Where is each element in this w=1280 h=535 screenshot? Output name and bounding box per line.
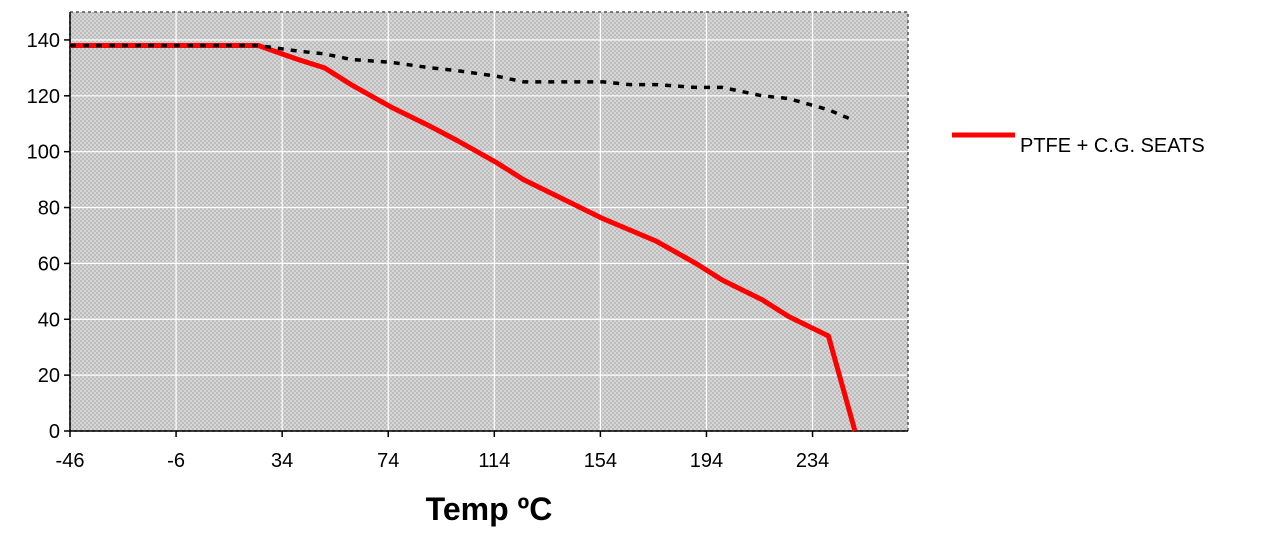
x-tick-label: 154 <box>584 450 617 472</box>
y-tick-label: 80 <box>38 198 60 220</box>
y-tick-label: 0 <box>49 421 60 443</box>
y-tick-label: 120 <box>27 86 60 108</box>
x-tick-label: -6 <box>167 450 185 472</box>
legend-label-ptfe: PTFE + C.G. SEATS <box>1020 135 1205 157</box>
y-tick-labels: 0 20 40 60 80 100 120 140 <box>27 30 60 443</box>
x-tick-label: -46 <box>56 450 85 472</box>
plot-area <box>70 12 908 431</box>
x-tick-label: 114 <box>478 450 510 472</box>
series-layer <box>70 43 858 432</box>
gridlines <box>70 12 908 431</box>
y-tick-label: 140 <box>27 30 60 52</box>
axes <box>64 12 908 437</box>
series-line-ptfe <box>70 43 858 432</box>
x-axis-label: Temp ºC <box>426 491 553 527</box>
series-line-dotted <box>70 43 856 123</box>
y-tick-label: 40 <box>38 309 60 331</box>
x-tick-label: 34 <box>271 450 293 472</box>
x-tick-label: 234 <box>796 450 829 472</box>
x-tick-labels: -46 -6 34 74 114 154 194 234 <box>56 450 830 472</box>
x-tick-label: 74 <box>377 450 399 472</box>
y-tick-label: 100 <box>27 142 60 164</box>
x-tick-label: 194 <box>690 450 723 472</box>
y-tick-label: 20 <box>38 365 60 387</box>
legend: PTFE + C.G. SEATS <box>952 132 1205 157</box>
y-tick-label: 60 <box>38 253 60 275</box>
